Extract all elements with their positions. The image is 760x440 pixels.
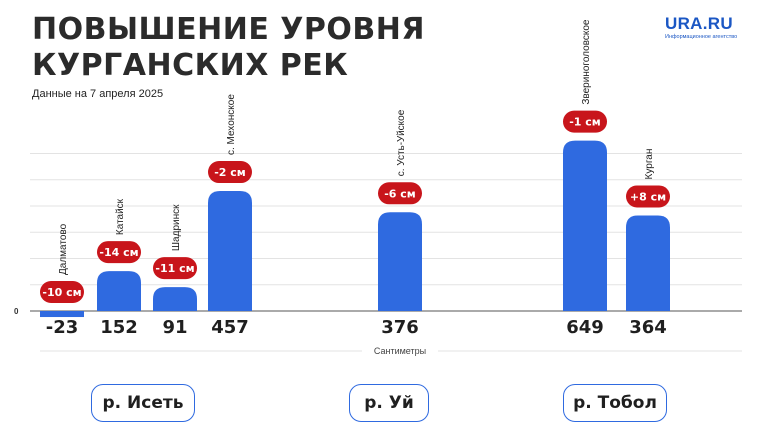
station-label-1: Катайск — [115, 198, 126, 235]
page-title: ПОВЫШЕНИЕ УРОВНЯ КУРГАНСКИХ РЕК — [32, 12, 425, 84]
change-label-1: -14 см — [99, 246, 138, 259]
river-button-uy[interactable]: р. Уй — [349, 384, 429, 422]
station-label-2: Шадринск — [171, 204, 182, 251]
river-button-iset[interactable]: р. Исеть — [91, 384, 195, 422]
bar-3 — [208, 191, 252, 311]
y-tick-label: 0 — [14, 307, 19, 316]
change-badge-1 — [97, 241, 141, 264]
value-label-6: 364 — [629, 317, 667, 338]
bar-0 — [40, 311, 84, 318]
ura-logo: URA.RU Информационное агентство — [665, 14, 755, 40]
change-label-5: -1 см — [569, 116, 601, 129]
chart-subtitle: Данные на 7 апреля 2025 — [32, 88, 164, 100]
logo-tagline: Информационное агентство — [665, 34, 738, 40]
river-button-tobol[interactable]: р. Тобол — [563, 384, 667, 422]
change-label-3: -2 см — [214, 166, 246, 179]
station-label-6: Курган — [644, 149, 655, 180]
change-badge-6 — [626, 185, 670, 208]
bar-2 — [153, 287, 197, 311]
value-label-1: 152 — [100, 317, 138, 338]
change-badge-5 — [563, 110, 607, 133]
value-label-3: 457 — [211, 317, 249, 338]
bar-5 — [563, 140, 607, 311]
change-badge-0 — [40, 281, 84, 303]
station-label-0: Далматово — [58, 223, 69, 275]
change-badge-2 — [153, 257, 197, 280]
title-line-2: КУРГАНСКИХ РЕК — [32, 48, 349, 83]
station-label-4: с. Усть-Уйское — [396, 109, 407, 176]
change-label-4: -6 см — [384, 187, 416, 200]
value-label-5: 649 — [566, 317, 604, 338]
change-label-6: +8 см — [630, 190, 666, 203]
value-label-2: 91 — [162, 317, 187, 338]
x-axis-label: Сантиметры — [374, 346, 426, 356]
value-label-4: 376 — [381, 317, 419, 338]
bar-6 — [626, 215, 670, 311]
station-label-3: с. Мехонское — [226, 94, 237, 155]
change-badge-4 — [378, 182, 422, 205]
change-label-2: -11 см — [155, 262, 194, 275]
change-badge-3 — [208, 161, 252, 184]
change-label-0: -10 см — [42, 286, 81, 299]
bar-1 — [97, 271, 141, 311]
station-label-5: Звериноголовское — [581, 19, 592, 105]
title-line-1: ПОВЫШЕНИЕ УРОВНЯ — [32, 12, 425, 47]
bar-4 — [378, 212, 422, 311]
value-label-0: -23 — [46, 317, 79, 338]
logo-name: URA.RU — [665, 14, 733, 33]
